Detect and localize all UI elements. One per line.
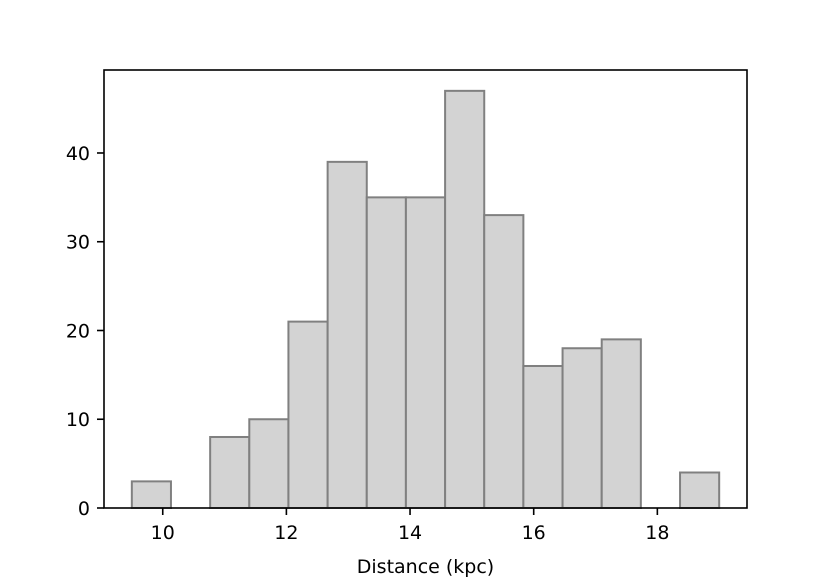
histogram-bar [522, 364, 564, 509]
y-axis-ticks: 0 10 20 30 40 [66, 143, 104, 520]
plot-area-frame [103, 69, 748, 509]
y-tick-label: 40 [66, 143, 90, 165]
y-tick-label: 10 [66, 409, 90, 431]
x-tick-label: 18 [645, 522, 669, 544]
histogram-bar [679, 471, 721, 509]
histogram-bar [561, 347, 603, 509]
histogram-bar [404, 196, 447, 510]
y-tick-label: 20 [66, 320, 90, 342]
x-tick-label: 12 [274, 522, 298, 544]
y-tick-label: 0 [78, 498, 90, 520]
x-axis-label: Distance (kpc) [357, 556, 494, 578]
histogram-bar [248, 418, 290, 510]
histogram-bar [483, 214, 525, 509]
bars-group [130, 89, 721, 510]
histogram-bar [444, 89, 486, 509]
histogram-bar [130, 480, 172, 510]
y-tick-label: 30 [66, 232, 90, 254]
x-tick-label: 10 [151, 522, 175, 544]
x-tick-label: 14 [398, 522, 422, 544]
histogram-bar [365, 196, 407, 510]
x-axis-ticks: 10 12 14 16 18 [151, 508, 669, 544]
histogram-bar [326, 160, 368, 510]
histogram-bar [287, 320, 329, 510]
histogram-bar [209, 435, 251, 509]
histogram-bar [600, 338, 642, 509]
x-tick-label: 16 [522, 522, 546, 544]
